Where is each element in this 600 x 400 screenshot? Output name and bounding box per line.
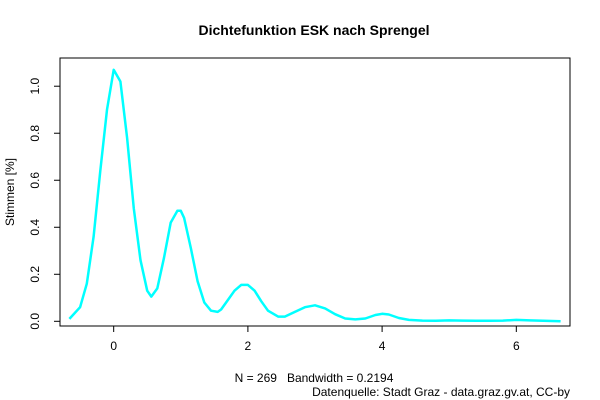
y-tick-label: 0.2 [28, 266, 42, 283]
y-axis-label: Stimmen [%] [3, 158, 17, 226]
source-note: Datenquelle: Stadt Graz - data.graz.gv.a… [312, 385, 570, 399]
x-tick-label: 0 [110, 339, 117, 353]
y-axis: 0.0 0.2 0.4 0.6 0.8 1.0 [28, 78, 60, 330]
x-tick-label: 4 [379, 339, 386, 353]
y-tick-label: 1.0 [28, 78, 42, 95]
y-tick-label: 0.8 [28, 125, 42, 142]
y-tick-label: 0.0 [28, 313, 42, 330]
plot-frame [59, 57, 571, 327]
x-tick-label: 2 [245, 339, 252, 353]
x-axis-label: N = 269 Bandwidth = 0.2194 [235, 371, 394, 385]
y-tick-label: 0.4 [28, 219, 42, 236]
chart-title: Dichtefunktion ESK nach Sprengel [198, 22, 429, 38]
x-axis: 0 2 4 6 [110, 326, 520, 353]
density-line [68, 68, 561, 323]
y-tick-label: 0.6 [28, 172, 42, 189]
x-tick-label: 6 [513, 339, 520, 353]
